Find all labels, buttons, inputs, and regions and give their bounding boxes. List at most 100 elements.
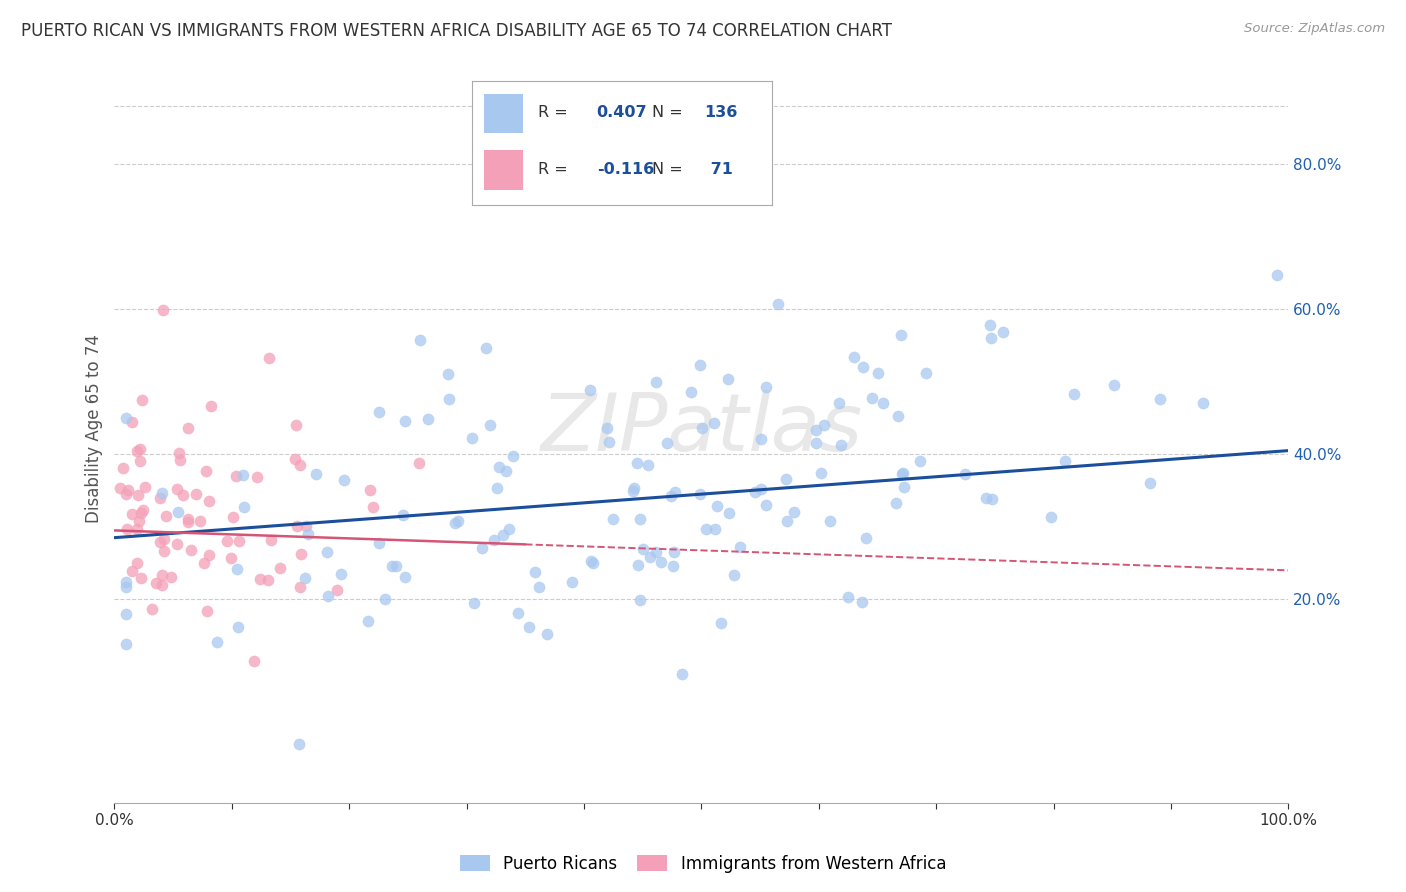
Point [723, 567, 745, 582]
Point [219, 550, 242, 565]
Point [200, 399, 222, 413]
Point [152, 303, 174, 318]
Point [783, 505, 806, 519]
Point [115, 607, 138, 622]
Point [381, 558, 404, 573]
Point [228, 620, 250, 634]
Point [827, 395, 849, 409]
Point [981, 492, 1004, 507]
Y-axis label: Disability Age 65 to 74: Disability Age 65 to 74 [86, 334, 103, 524]
Point [582, 556, 605, 570]
Point [730, 540, 752, 554]
Point [357, 614, 380, 628]
Point [374, 591, 396, 606]
Point [186, 487, 208, 501]
Point [129, 571, 152, 585]
Point [868, 366, 890, 380]
Point [860, 392, 883, 406]
Point [326, 583, 349, 598]
Point [284, 418, 307, 433]
Point [149, 535, 172, 549]
Point [482, 533, 505, 548]
Point [437, 367, 460, 381]
Point [160, 570, 183, 584]
Point [249, 572, 271, 586]
Point [627, 558, 650, 573]
Point [385, 558, 408, 573]
Point [246, 469, 269, 483]
Point [813, 418, 835, 433]
Point [1102, 378, 1125, 392]
Point [536, 626, 558, 640]
Point [361, 500, 384, 514]
Point [169, 452, 191, 467]
Point [561, 574, 583, 589]
Point [717, 372, 740, 386]
Point [602, 512, 624, 526]
Point [623, 481, 645, 495]
Point [145, 576, 167, 591]
Point [127, 488, 149, 502]
Point [645, 545, 668, 559]
Point [804, 423, 827, 437]
Point [148, 491, 170, 506]
Point [129, 506, 152, 520]
Point [884, 496, 907, 510]
Point [1040, 510, 1063, 524]
Point [260, 533, 283, 547]
Point [153, 544, 176, 558]
Point [416, 411, 439, 425]
Point [305, 467, 328, 481]
Point [288, 458, 311, 472]
Point [891, 466, 914, 480]
Point [851, 595, 873, 609]
Point [498, 522, 520, 536]
Point [115, 580, 138, 594]
Point [125, 556, 148, 570]
Point [579, 554, 602, 568]
Point [226, 562, 249, 576]
Point [1139, 475, 1161, 490]
Point [409, 334, 432, 348]
Point [205, 634, 228, 648]
Point [232, 468, 254, 483]
Point [121, 415, 143, 429]
Point [695, 522, 717, 536]
Point [188, 514, 211, 528]
Legend: Puerto Ricans, Immigrants from Western Africa: Puerto Ricans, Immigrants from Western A… [453, 848, 953, 880]
Point [710, 615, 733, 630]
Text: PUERTO RICAN VS IMMIGRANTS FROM WESTERN AFRICA DISABILITY AGE 65 TO 74 CORRELATI: PUERTO RICAN VS IMMIGRANTS FROM WESTERN … [21, 22, 891, 40]
Point [115, 522, 138, 536]
Point [129, 454, 152, 468]
Point [194, 464, 217, 478]
Point [471, 541, 494, 556]
Point [776, 514, 799, 528]
Point [1149, 392, 1171, 406]
Point [519, 620, 541, 634]
Point [818, 514, 841, 528]
Point [991, 326, 1014, 340]
Point [233, 500, 256, 514]
Point [887, 409, 910, 423]
Point [463, 596, 485, 610]
Point [228, 534, 250, 549]
Point [596, 421, 619, 435]
Point [447, 514, 470, 528]
Point [134, 480, 156, 494]
Point [150, 486, 173, 500]
Point [804, 436, 827, 450]
Point [749, 483, 772, 497]
Point [115, 574, 138, 589]
Point [703, 416, 725, 430]
Point [872, 396, 894, 410]
Point [890, 328, 912, 343]
Point [837, 591, 859, 605]
Point [288, 580, 311, 594]
Point [115, 411, 138, 425]
Point [166, 482, 188, 496]
Point [215, 534, 238, 549]
Point [115, 637, 138, 651]
Point [662, 559, 685, 574]
Point [132, 503, 155, 517]
Text: ZIPatlas: ZIPatlas [540, 390, 862, 467]
